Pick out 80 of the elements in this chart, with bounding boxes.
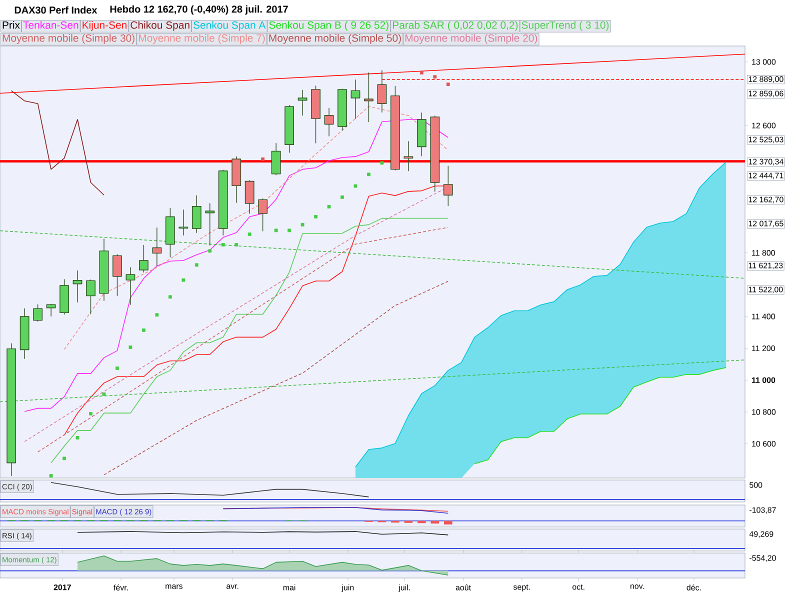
candlestick xyxy=(390,86,400,170)
candlestick xyxy=(244,180,254,214)
point xyxy=(234,243,238,246)
point xyxy=(62,456,66,460)
candlestick xyxy=(46,304,56,317)
point xyxy=(248,232,252,236)
candlestick xyxy=(126,267,136,305)
point xyxy=(420,71,424,74)
candlestick xyxy=(178,210,188,236)
candlestick xyxy=(377,70,387,113)
line-series xyxy=(24,119,449,412)
point xyxy=(182,278,186,282)
candlestick xyxy=(112,254,122,296)
candlestick xyxy=(258,198,268,232)
text: Moyenne mobile (Simple 50) xyxy=(269,34,401,44)
candlestick xyxy=(205,203,215,246)
candlestick xyxy=(99,238,109,301)
candlestick xyxy=(192,195,202,233)
text: Tenkan-Sen xyxy=(23,21,78,29)
legend-title: Prix xyxy=(2,21,20,29)
point xyxy=(354,184,358,188)
candlestick xyxy=(232,156,242,203)
candlestick xyxy=(443,166,453,206)
candlestick xyxy=(284,104,294,153)
candlestick xyxy=(404,141,414,172)
point xyxy=(327,205,331,208)
point xyxy=(128,346,132,349)
candlestick xyxy=(271,143,281,176)
candlestick xyxy=(218,170,228,236)
candlestick xyxy=(338,88,347,131)
point xyxy=(300,222,304,226)
candlestick xyxy=(139,244,148,273)
text: Parab SAR ( 0,02 0,02 0,2) xyxy=(392,21,518,31)
candlestick xyxy=(430,116,440,192)
point xyxy=(168,295,172,299)
candlestick xyxy=(6,343,16,476)
text: Senkou Span B ( 9 26 52) xyxy=(269,21,388,31)
candlestick xyxy=(72,270,82,303)
text: Senkou Span A xyxy=(194,21,266,31)
candlestick xyxy=(152,228,162,266)
point xyxy=(194,263,198,267)
text: Moyenne mobile (Simple 30) xyxy=(2,34,134,44)
point xyxy=(89,412,92,416)
point xyxy=(76,436,80,440)
point xyxy=(288,228,291,232)
line-series xyxy=(104,280,449,476)
point xyxy=(380,161,384,165)
point xyxy=(155,313,159,317)
point xyxy=(208,249,212,253)
candlestick xyxy=(324,108,334,136)
point xyxy=(49,474,53,478)
candlestick xyxy=(165,208,175,258)
candlestick xyxy=(60,279,69,315)
point xyxy=(142,328,146,332)
point xyxy=(446,82,450,86)
point xyxy=(261,157,265,161)
chart-subtitle: Hebdo 12 162,70 (-0,40%) 28 juil. 2017 xyxy=(110,5,288,15)
text: Moyenne mobile (Simple 7) xyxy=(138,34,265,44)
text: Chikou Span xyxy=(130,21,190,31)
point xyxy=(274,228,278,232)
point xyxy=(221,243,225,246)
candlestick xyxy=(33,304,43,322)
candlestick xyxy=(350,80,360,119)
point xyxy=(367,172,370,176)
point xyxy=(116,366,119,370)
candlestick xyxy=(298,90,308,116)
point xyxy=(340,195,344,199)
point xyxy=(314,215,318,218)
text: SuperTrend ( 3 10) xyxy=(522,21,609,31)
candlestick xyxy=(311,86,320,144)
point xyxy=(433,75,437,79)
candlestick xyxy=(86,280,96,314)
point xyxy=(102,392,106,396)
text: Kijun-Sen xyxy=(82,21,126,31)
candlestick xyxy=(20,308,30,360)
chart-title: DAX30 Perf Index xyxy=(14,6,98,14)
line-series xyxy=(10,90,104,196)
line-series xyxy=(64,106,449,350)
candlestick xyxy=(416,112,426,156)
text: Moyenne mobile (Simple 20) xyxy=(405,34,538,44)
